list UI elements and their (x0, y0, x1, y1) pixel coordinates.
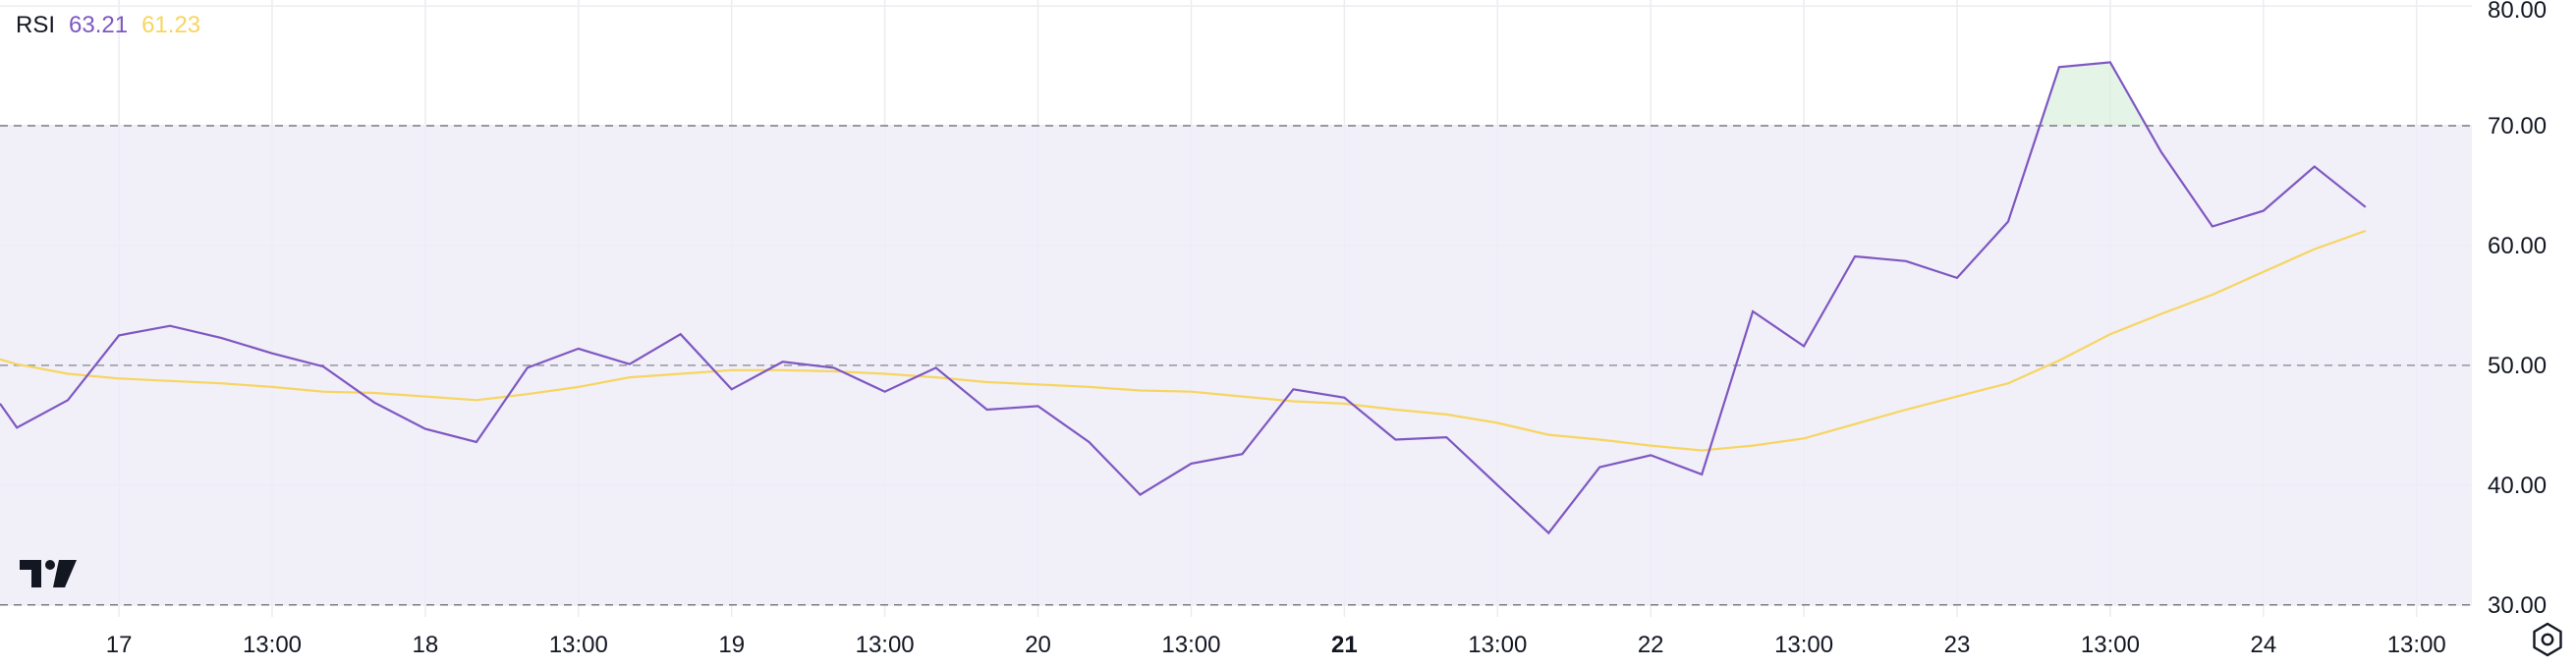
overbought-fill (2040, 62, 2147, 127)
indicator-legend[interactable]: RSI 63.21 61.23 (16, 12, 200, 39)
rsi-line (0, 61, 2367, 535)
x-tick-label: 23 (1944, 632, 1971, 658)
rsi-band-background (0, 126, 2472, 605)
tradingview-logo-icon[interactable] (20, 556, 83, 591)
rsi-ma-line (0, 229, 2367, 452)
legend-title: RSI (16, 12, 56, 38)
x-tick-label: 13:00 (1468, 632, 1527, 658)
legend-ma-value: 61.23 (141, 12, 201, 38)
x-tick-label: 13:00 (856, 632, 915, 658)
x-tick-label: 13:00 (2387, 632, 2446, 658)
y-tick-label: 80.00 (2488, 0, 2547, 24)
x-tick-label: 24 (2250, 632, 2276, 658)
x-tick-label: 21 (1331, 632, 1358, 658)
y-tick-label: 70.00 (2488, 113, 2547, 139)
x-tick-label: 13:00 (2081, 632, 2140, 658)
x-tick-label: 13:00 (549, 632, 608, 658)
gear-icon[interactable] (2529, 621, 2566, 658)
y-tick-label: 50.00 (2488, 353, 2547, 379)
x-tick-label: 18 (413, 632, 439, 658)
x-tick-label: 22 (1638, 632, 1664, 658)
y-tick-label: 60.00 (2488, 233, 2547, 259)
x-tick-label: 13:00 (1161, 632, 1220, 658)
price-axis: 30.00 40.00 50.00 60.00 70.00 80.00 (2488, 0, 2547, 619)
x-tick-label: 13:00 (243, 632, 302, 658)
y-tick-label: 30.00 (2488, 592, 2547, 619)
time-axis: 17 13:00 18 13:00 19 13:00 20 13:00 21 13:00 22 13:… (106, 632, 2446, 658)
x-tick-label: 13:00 (1774, 632, 1833, 658)
legend-rsi-value: 63.21 (69, 12, 129, 38)
x-tick-label: 20 (1025, 632, 1051, 658)
x-tick-label: 17 (106, 632, 133, 658)
y-tick-label: 40.00 (2488, 473, 2547, 499)
x-tick-label: 19 (718, 632, 745, 658)
